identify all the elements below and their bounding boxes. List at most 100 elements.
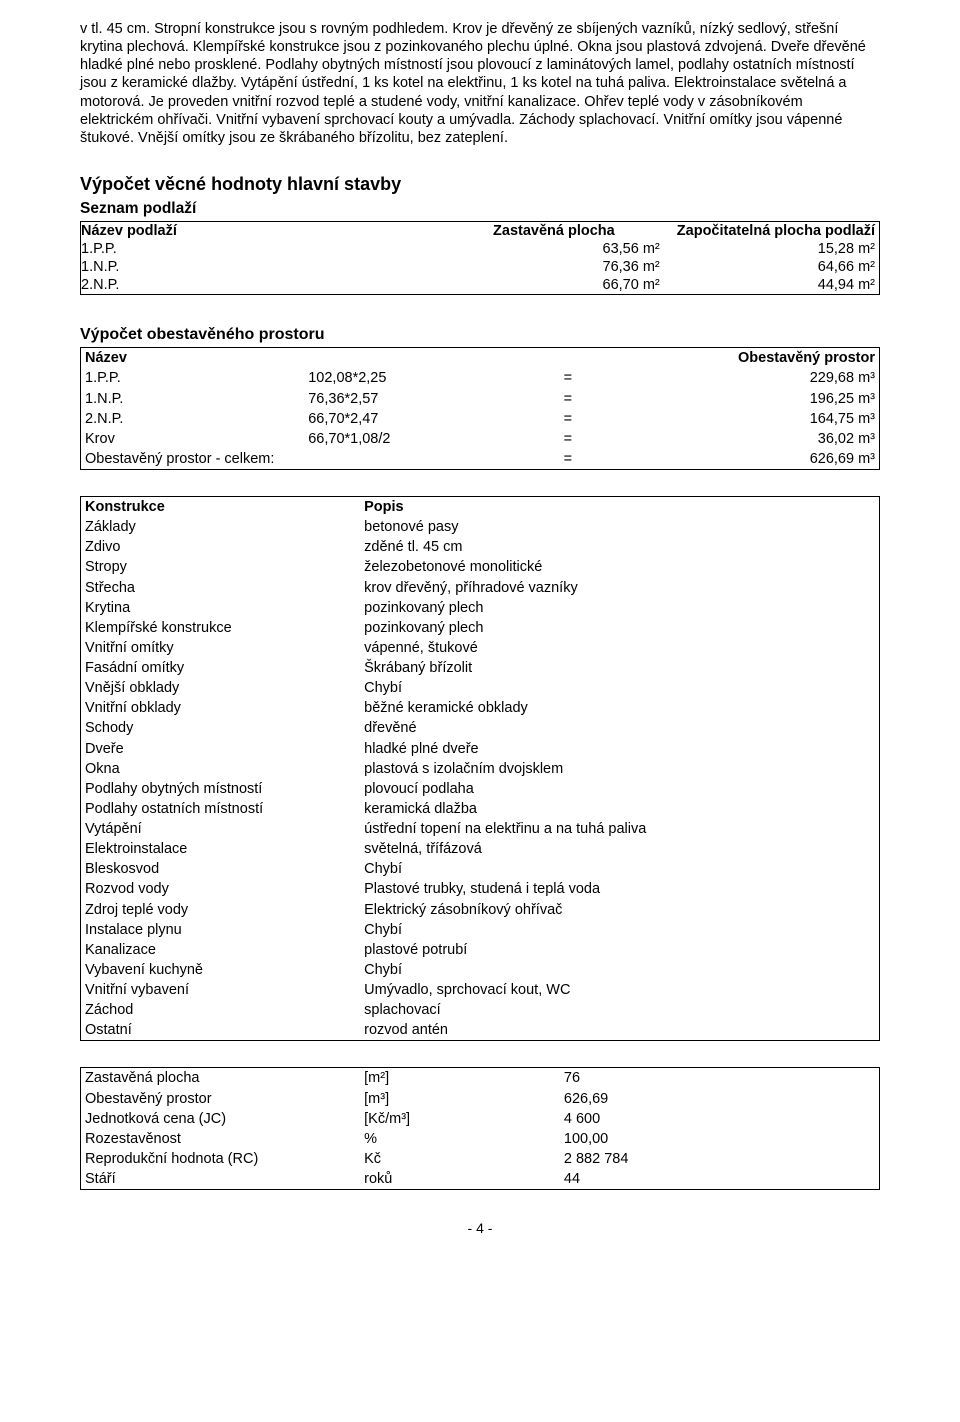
table-row: Ostatnírozvod antén: [81, 1020, 880, 1041]
cell: =: [544, 429, 592, 449]
cell: =: [544, 389, 592, 409]
cell: 4 600: [560, 1109, 880, 1129]
table-row: Instalace plynuChybí: [81, 920, 880, 940]
table-row: Podlahy obytných místnostíplovoucí podla…: [81, 779, 880, 799]
cell: světelná, třífázová: [360, 839, 879, 859]
cell: 76: [560, 1068, 880, 1089]
table-row: Obestavěný prostor - celkem: = 626,69 m³: [81, 449, 880, 470]
col-header: Obestavěný prostor: [592, 348, 880, 369]
table-row: Střechakrov dřevěný, příhradové vazníky: [81, 578, 880, 598]
table-row: BleskosvodChybí: [81, 859, 880, 879]
cell: Chybí: [360, 678, 879, 698]
col-header: Konstrukce: [81, 497, 361, 518]
cell: Podlahy ostatních místností: [81, 799, 361, 819]
cell: Škrábaný břízolit: [360, 658, 879, 678]
cell: [m²]: [360, 1068, 560, 1089]
col-header: Popis: [360, 497, 879, 518]
cell: Obestavěný prostor: [81, 1089, 361, 1109]
cell: Dveře: [81, 739, 361, 759]
cell: 64,66 m²: [664, 258, 880, 276]
section2-title: Výpočet obestavěného prostoru: [80, 325, 880, 345]
table-row: Oknaplastová s izolačním dvojsklem: [81, 759, 880, 779]
cell: Zdroj teplé vody: [81, 900, 361, 920]
page: v tl. 45 cm. Stropní konstrukce jsou s r…: [40, 0, 920, 1268]
cell: keramická dlažba: [360, 799, 879, 819]
table-row: Vnitřní omítkyvápenné, štukové: [81, 638, 880, 658]
col-header: Název podlaží: [81, 221, 449, 240]
cell: pozinkovaný plech: [360, 618, 879, 638]
table-row: Stáříroků44: [81, 1169, 880, 1190]
table-row: Vybavení kuchyněChybí: [81, 960, 880, 980]
cell: Krytina: [81, 598, 361, 618]
table-row: 1.N.P. 76,36*2,57 = 196,25 m³: [81, 389, 880, 409]
cell: Ostatní: [81, 1020, 361, 1041]
table-row: Zdivozděné tl. 45 cm: [81, 537, 880, 557]
cell: Stropy: [81, 557, 361, 577]
table-row: Vytápěníústřední topení na elektřinu a n…: [81, 819, 880, 839]
cell: plastové potrubí: [360, 940, 879, 960]
construction-table: Konstrukce Popis Základybetonové pasyZdi…: [80, 496, 880, 1041]
cell: Vnitřní omítky: [81, 638, 361, 658]
cell: 66,70*1,08/2: [304, 429, 544, 449]
table-row: Vnitřní obkladyběžné keramické obklady: [81, 698, 880, 718]
table-row: Krov 66,70*1,08/2 = 36,02 m³: [81, 429, 880, 449]
table-row: Fasádní omítkyŠkrábaný břízolit: [81, 658, 880, 678]
cell: Umývadlo, sprchovací kout, WC: [360, 980, 879, 1000]
cell: Vnitřní vybavení: [81, 980, 361, 1000]
table-header-row: Název Obestavěný prostor: [81, 348, 880, 369]
cell: Záchod: [81, 1000, 361, 1020]
table-row: Rozvod vodyPlastové trubky, studená i te…: [81, 879, 880, 899]
cell: 229,68 m³: [592, 368, 880, 388]
table-row: Vnitřní vybaveníUmývadlo, sprchovací kou…: [81, 980, 880, 1000]
col-header: Název: [81, 348, 305, 369]
cell: 626,69: [560, 1089, 880, 1109]
table-header-row: Konstrukce Popis: [81, 497, 880, 518]
table-row: Záchodsplachovací: [81, 1000, 880, 1020]
cell: Střecha: [81, 578, 361, 598]
cell: 626,69 m³: [592, 449, 880, 470]
cell: krov dřevěný, příhradové vazníky: [360, 578, 879, 598]
cell: Schody: [81, 718, 361, 738]
col-header: [304, 348, 544, 369]
table-row: Elektroinstalacesvětelná, třífázová: [81, 839, 880, 859]
cell: pozinkovaný plech: [360, 598, 879, 618]
cell: [m³]: [360, 1089, 560, 1109]
cell: 2.N.P.: [81, 409, 305, 429]
col-header: [544, 348, 592, 369]
cell: splachovací: [360, 1000, 879, 1020]
table-header-row: Název podlaží Zastavěná plocha Započitat…: [81, 221, 880, 240]
cell: ústřední topení na elektřinu a na tuhá p…: [360, 819, 879, 839]
cell: 1.N.P.: [81, 258, 449, 276]
cell: =: [544, 449, 592, 470]
table-row: Kanalizaceplastové potrubí: [81, 940, 880, 960]
cell: Rozvod vody: [81, 879, 361, 899]
cell: Klempířské konstrukce: [81, 618, 361, 638]
cell: Chybí: [360, 960, 879, 980]
cell: Kanalizace: [81, 940, 361, 960]
cell: Vnější obklady: [81, 678, 361, 698]
cell: [Kč/m³]: [360, 1109, 560, 1129]
table-row: 2.N.P. 66,70*2,47 = 164,75 m³: [81, 409, 880, 429]
cell: 2 882 784: [560, 1149, 880, 1169]
cell: 66,70*2,47: [304, 409, 544, 429]
cell: 100,00: [560, 1129, 880, 1149]
table-row: 1.N.P. 76,36 m² 64,66 m²: [81, 258, 880, 276]
cell: Fasádní omítky: [81, 658, 361, 678]
cell: Vybavení kuchyně: [81, 960, 361, 980]
summary-table: Zastavěná plocha[m²]76Obestavěný prostor…: [80, 1067, 880, 1190]
table-row: Vnější obkladyChybí: [81, 678, 880, 698]
cell: hladké plné dveře: [360, 739, 879, 759]
table-row: 1.P.P. 102,08*2,25 = 229,68 m³: [81, 368, 880, 388]
cell: Elektrický zásobníkový ohřívač: [360, 900, 879, 920]
cell: vápenné, štukové: [360, 638, 879, 658]
cell: 2.N.P.: [81, 276, 449, 295]
cell: 1.N.P.: [81, 389, 305, 409]
cell: Okna: [81, 759, 361, 779]
cell: 76,36*2,57: [304, 389, 544, 409]
table-row: Zastavěná plocha[m²]76: [81, 1068, 880, 1089]
cell: 1.P.P.: [81, 368, 305, 388]
cell: Stáří: [81, 1169, 361, 1190]
table-row: Zdroj teplé vodyElektrický zásobníkový o…: [81, 900, 880, 920]
cell: zděné tl. 45 cm: [360, 537, 879, 557]
cell: Zastavěná plocha: [81, 1068, 361, 1089]
